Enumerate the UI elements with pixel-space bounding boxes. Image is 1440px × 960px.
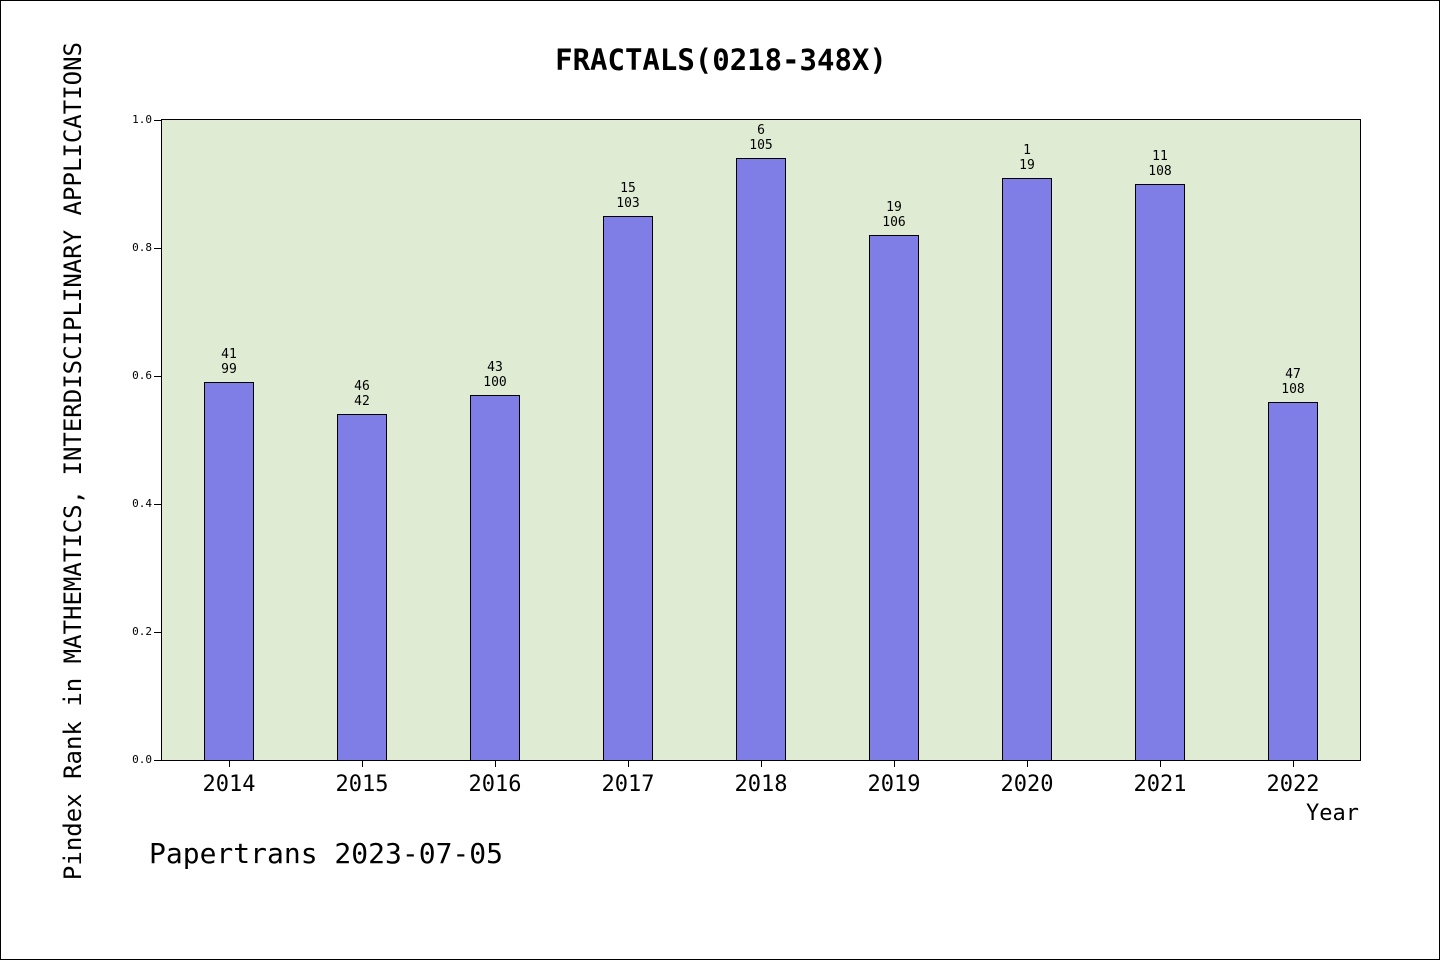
plot-area: 41 99 2014 46 42 2015 43 100 2016 15 103 2017 6 105 20… [132,113,1361,797]
x-tick-mark [1160,760,1161,767]
bar-total-value: 105 [749,138,773,154]
bar-value-label-2017: 15 103 [588,181,668,212]
bar-value-label-2014: 41 99 [189,347,269,378]
x-tick-label-2017: 2017 [601,772,655,797]
bar-total-value: 108 [1148,164,1172,180]
bar-value-label-2022: 47 108 [1253,367,1333,398]
bar-total-value: 99 [221,362,237,378]
x-tick-mark [894,760,895,767]
y-axis-label: Pindex Rank in MATHEMATICS, INTERDISCIPL… [59,41,87,881]
watermark-text: Papertrans 2023-07-05 [149,837,504,870]
bar-total-value: 100 [483,375,507,391]
bar-value-label-2016: 43 100 [455,360,535,391]
bar-rank-value: 11 [1152,149,1168,165]
chart-title: FRACTALS(0218-348X) [555,43,887,77]
x-tick-label-2021: 2021 [1133,772,1187,797]
bar-total-value: 19 [1019,158,1035,174]
bar-2021 [1135,184,1185,760]
y-axis-label-container: Pindex Rank in MATHEMATICS, INTERDISCIPL… [51,1,95,921]
bar-value-label-2019: 19 106 [854,200,934,231]
y-tick-label-1.0: 1.0 [132,113,152,126]
x-tick-label-2020: 2020 [1000,772,1054,797]
y-tick-mark [154,120,162,121]
bar-rank-value: 1 [1023,143,1031,159]
x-tick-mark [495,760,496,767]
x-tick-mark [628,760,629,767]
y-tick-label-0.6: 0.6 [132,369,152,382]
x-tick-label-2019: 2019 [867,772,921,797]
bar-rank-value: 47 [1285,367,1301,383]
y-tick-mark [154,376,162,377]
y-tick-label-0.8: 0.8 [132,241,152,254]
bar-rank-value: 19 [886,200,902,216]
y-tick-mark [154,760,162,761]
bar-2018 [736,158,786,760]
bar-rank-value: 41 [221,347,237,363]
bar-rank-value: 6 [757,123,765,139]
y-tick-label-0.2: 0.2 [132,625,152,638]
x-axis-label: Year [1306,801,1359,826]
x-tick-label-2014: 2014 [202,772,256,797]
bar-total-value: 108 [1281,382,1305,398]
x-tick-label-2022: 2022 [1266,772,1320,797]
bar-2020 [1002,178,1052,760]
y-tick-label-0.0: 0.0 [132,753,152,766]
bar-2014 [204,382,254,760]
bar-2017 [603,216,653,760]
bar-rank-value: 15 [620,181,636,197]
x-tick-mark [761,760,762,767]
bar-total-value: 42 [354,394,370,410]
bar-total-value: 103 [616,196,640,212]
bar-2019 [869,235,919,760]
bar-2022 [1268,402,1318,760]
x-tick-mark [362,760,363,767]
x-tick-mark [1293,760,1294,767]
bar-2015 [337,414,387,760]
bar-value-label-2015: 46 42 [322,379,402,410]
bar-value-label-2018: 6 105 [721,123,801,154]
bar-2016 [470,395,520,760]
bar-value-label-2020: 1 19 [987,143,1067,174]
y-tick-mark [154,248,162,249]
x-tick-label-2016: 2016 [468,772,522,797]
bar-rank-value: 43 [487,360,503,376]
x-tick-label-2015: 2015 [335,772,389,797]
bar-rank-value: 46 [354,379,370,395]
x-tick-label-2018: 2018 [734,772,788,797]
bar-total-value: 106 [882,215,906,231]
y-tick-label-0.4: 0.4 [132,497,152,510]
x-tick-mark [229,760,230,767]
y-tick-mark [154,504,162,505]
y-tick-mark [154,632,162,633]
x-tick-mark [1027,760,1028,767]
bar-value-label-2021: 11 108 [1120,149,1200,180]
